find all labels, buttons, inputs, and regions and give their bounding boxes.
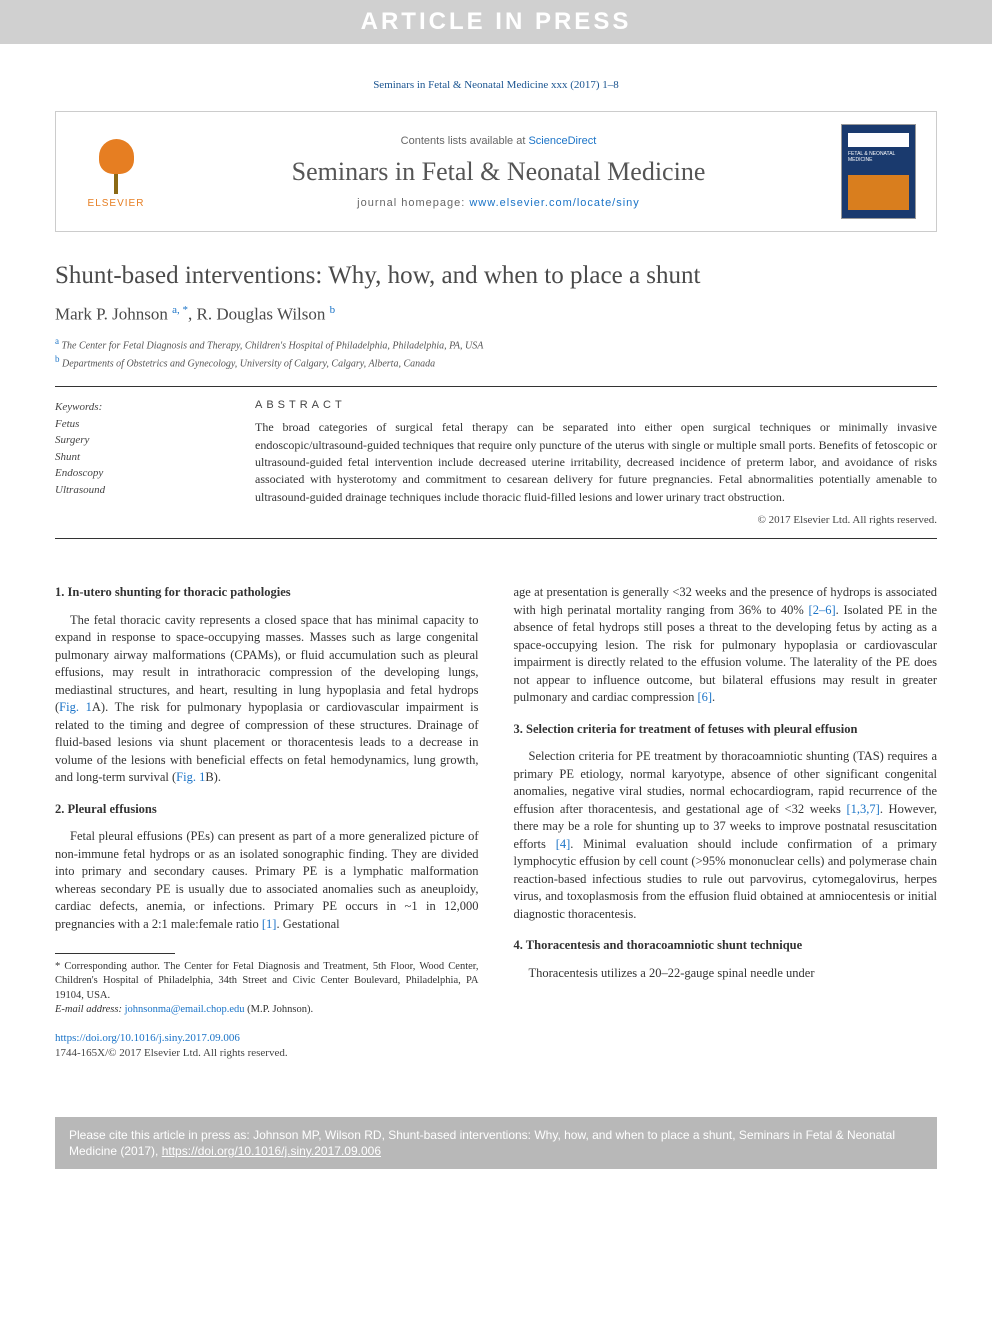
col2-continuation: age at presentation is generally <32 wee… — [514, 584, 938, 707]
s1-p1b: A). The risk for pulmonary hypoplasia or… — [55, 700, 479, 784]
homepage-prefix: journal homepage: — [357, 197, 469, 209]
affil-a-text: The Center for Fetal Diagnosis and Thera… — [59, 340, 483, 351]
rule-bottom — [55, 538, 937, 539]
footnotes: * Corresponding author. The Center for F… — [55, 960, 479, 1017]
ref-1-3-7-link[interactable]: [1,3,7] — [847, 802, 880, 816]
section-3-p1: Selection criteria for PE treatment by t… — [514, 748, 938, 923]
author-2-affil-sup: b — [330, 304, 336, 316]
section-1-p1: The fetal thoracic cavity represents a c… — [55, 612, 479, 787]
cover-label: FETAL & NEONATAL MEDICINE — [848, 151, 915, 163]
affiliation-b: b Departments of Obstetrics and Gynecolo… — [55, 353, 937, 371]
sciencedirect-link[interactable]: ScienceDirect — [528, 135, 596, 147]
corresponding-author: * Corresponding author. The Center for F… — [55, 960, 479, 1003]
footnote-rule — [55, 953, 175, 954]
ref-4-link[interactable]: [4] — [556, 837, 571, 851]
section-3-head: 3. Selection criteria for treatment of f… — [514, 721, 938, 739]
s3-p1c: . Minimal evaluation should include conf… — [514, 837, 938, 921]
article-in-press-watermark: ARTICLE IN PRESS — [0, 0, 992, 44]
contents-line: Contents lists available at ScienceDirec… — [176, 135, 821, 147]
left-column: 1. In-utero shunting for thoracic pathol… — [55, 584, 479, 1061]
contents-prefix: Contents lists available at — [401, 135, 529, 147]
author-2: R. Douglas Wilson — [197, 305, 326, 324]
cite-this-article-box: Please cite this article in press as: Jo… — [55, 1117, 937, 1169]
keyword-1: Fetus — [55, 416, 215, 433]
keywords-head: Keywords: — [55, 399, 215, 416]
keyword-4: Endoscopy — [55, 465, 215, 482]
top-citation: Seminars in Fetal & Neonatal Medicine xx… — [55, 79, 937, 91]
author-1-affil-sup: a, * — [172, 304, 188, 316]
section-2-head: 2. Pleural effusions — [55, 801, 479, 819]
s1-p1c: B). — [205, 770, 221, 784]
affiliation-a: a The Center for Fetal Diagnosis and The… — [55, 335, 937, 353]
affiliations: a The Center for Fetal Diagnosis and The… — [55, 335, 937, 372]
citebox-doi-link[interactable]: https://doi.org/10.1016/j.siny.2017.09.0… — [162, 1144, 381, 1158]
doi-link[interactable]: https://doi.org/10.1016/j.siny.2017.09.0… — [55, 1032, 240, 1044]
homepage-line: journal homepage: www.elsevier.com/locat… — [176, 197, 821, 209]
abstract-text: The broad categories of surgical fetal t… — [255, 419, 937, 506]
fig-1b-link[interactable]: Fig. 1 — [176, 770, 205, 784]
journal-name: Seminars in Fetal & Neonatal Medicine — [176, 157, 821, 187]
journal-header-box: ELSEVIER Contents lists available at Sci… — [55, 111, 937, 232]
ref-6-link[interactable]: [6] — [697, 690, 712, 704]
keywords-column: Keywords: Fetus Surgery Shunt Endoscopy … — [55, 399, 215, 526]
section-4-head: 4. Thoracentesis and thoracoamniotic shu… — [514, 937, 938, 955]
abstract-copyright: © 2017 Elsevier Ltd. All rights reserved… — [255, 514, 937, 526]
author-separator: , — [188, 305, 197, 324]
body-columns: 1. In-utero shunting for thoracic pathol… — [55, 584, 937, 1061]
fig-1a-link[interactable]: Fig. 1 — [59, 700, 92, 714]
section-2-p1: Fetal pleural effusions (PEs) can presen… — [55, 828, 479, 933]
article-title: Shunt-based interventions: Why, how, and… — [55, 262, 937, 290]
email-label: E-mail address: — [55, 1004, 125, 1015]
abstract-column: ABSTRACT The broad categories of surgica… — [255, 399, 937, 526]
keyword-5: Ultrasound — [55, 482, 215, 499]
author-1: Mark P. Johnson — [55, 305, 168, 324]
right-column: age at presentation is generally <32 wee… — [514, 584, 938, 1061]
keyword-2: Surgery — [55, 432, 215, 449]
ref-1-link[interactable]: [1] — [262, 917, 277, 931]
section-4-p1: Thoracentesis utilizes a 20–22-gauge spi… — [514, 965, 938, 983]
header-center: Contents lists available at ScienceDirec… — [176, 135, 821, 209]
elsevier-logo: ELSEVIER — [76, 127, 156, 217]
issn-copyright: 1744-165X/© 2017 Elsevier Ltd. All right… — [55, 1046, 479, 1061]
abstract-head: ABSTRACT — [255, 399, 937, 411]
doi-block: https://doi.org/10.1016/j.siny.2017.09.0… — [55, 1031, 479, 1062]
s2-p1b: . Gestational — [276, 917, 339, 931]
abstract-block: Keywords: Fetus Surgery Shunt Endoscopy … — [55, 399, 937, 526]
email-line: E-mail address: johnsonma@email.chop.edu… — [55, 1003, 479, 1017]
elsevier-label: ELSEVIER — [88, 198, 145, 209]
email-link[interactable]: johnsonma@email.chop.edu — [125, 1004, 245, 1015]
homepage-link[interactable]: www.elsevier.com/locate/siny — [469, 197, 639, 209]
page-content: Seminars in Fetal & Neonatal Medicine xx… — [0, 44, 992, 1092]
email-suffix: (M.P. Johnson). — [245, 1004, 314, 1015]
authors-line: Mark P. Johnson a, *, R. Douglas Wilson … — [55, 304, 937, 325]
s2-p1a: Fetal pleural effusions (PEs) can presen… — [55, 829, 479, 931]
col2-p1c: . — [712, 690, 715, 704]
section-1-head: 1. In-utero shunting for thoracic pathol… — [55, 584, 479, 602]
journal-cover-thumbnail: FETAL & NEONATAL MEDICINE — [841, 124, 916, 219]
keyword-3: Shunt — [55, 449, 215, 466]
ref-2-6-link[interactable]: [2–6] — [809, 603, 836, 617]
col2-p1b: . Isolated PE in the absence of fetal hy… — [514, 603, 938, 705]
elsevier-tree-icon — [89, 134, 144, 194]
rule-top — [55, 386, 937, 387]
affil-b-text: Departments of Obstetrics and Gynecology… — [60, 358, 436, 369]
